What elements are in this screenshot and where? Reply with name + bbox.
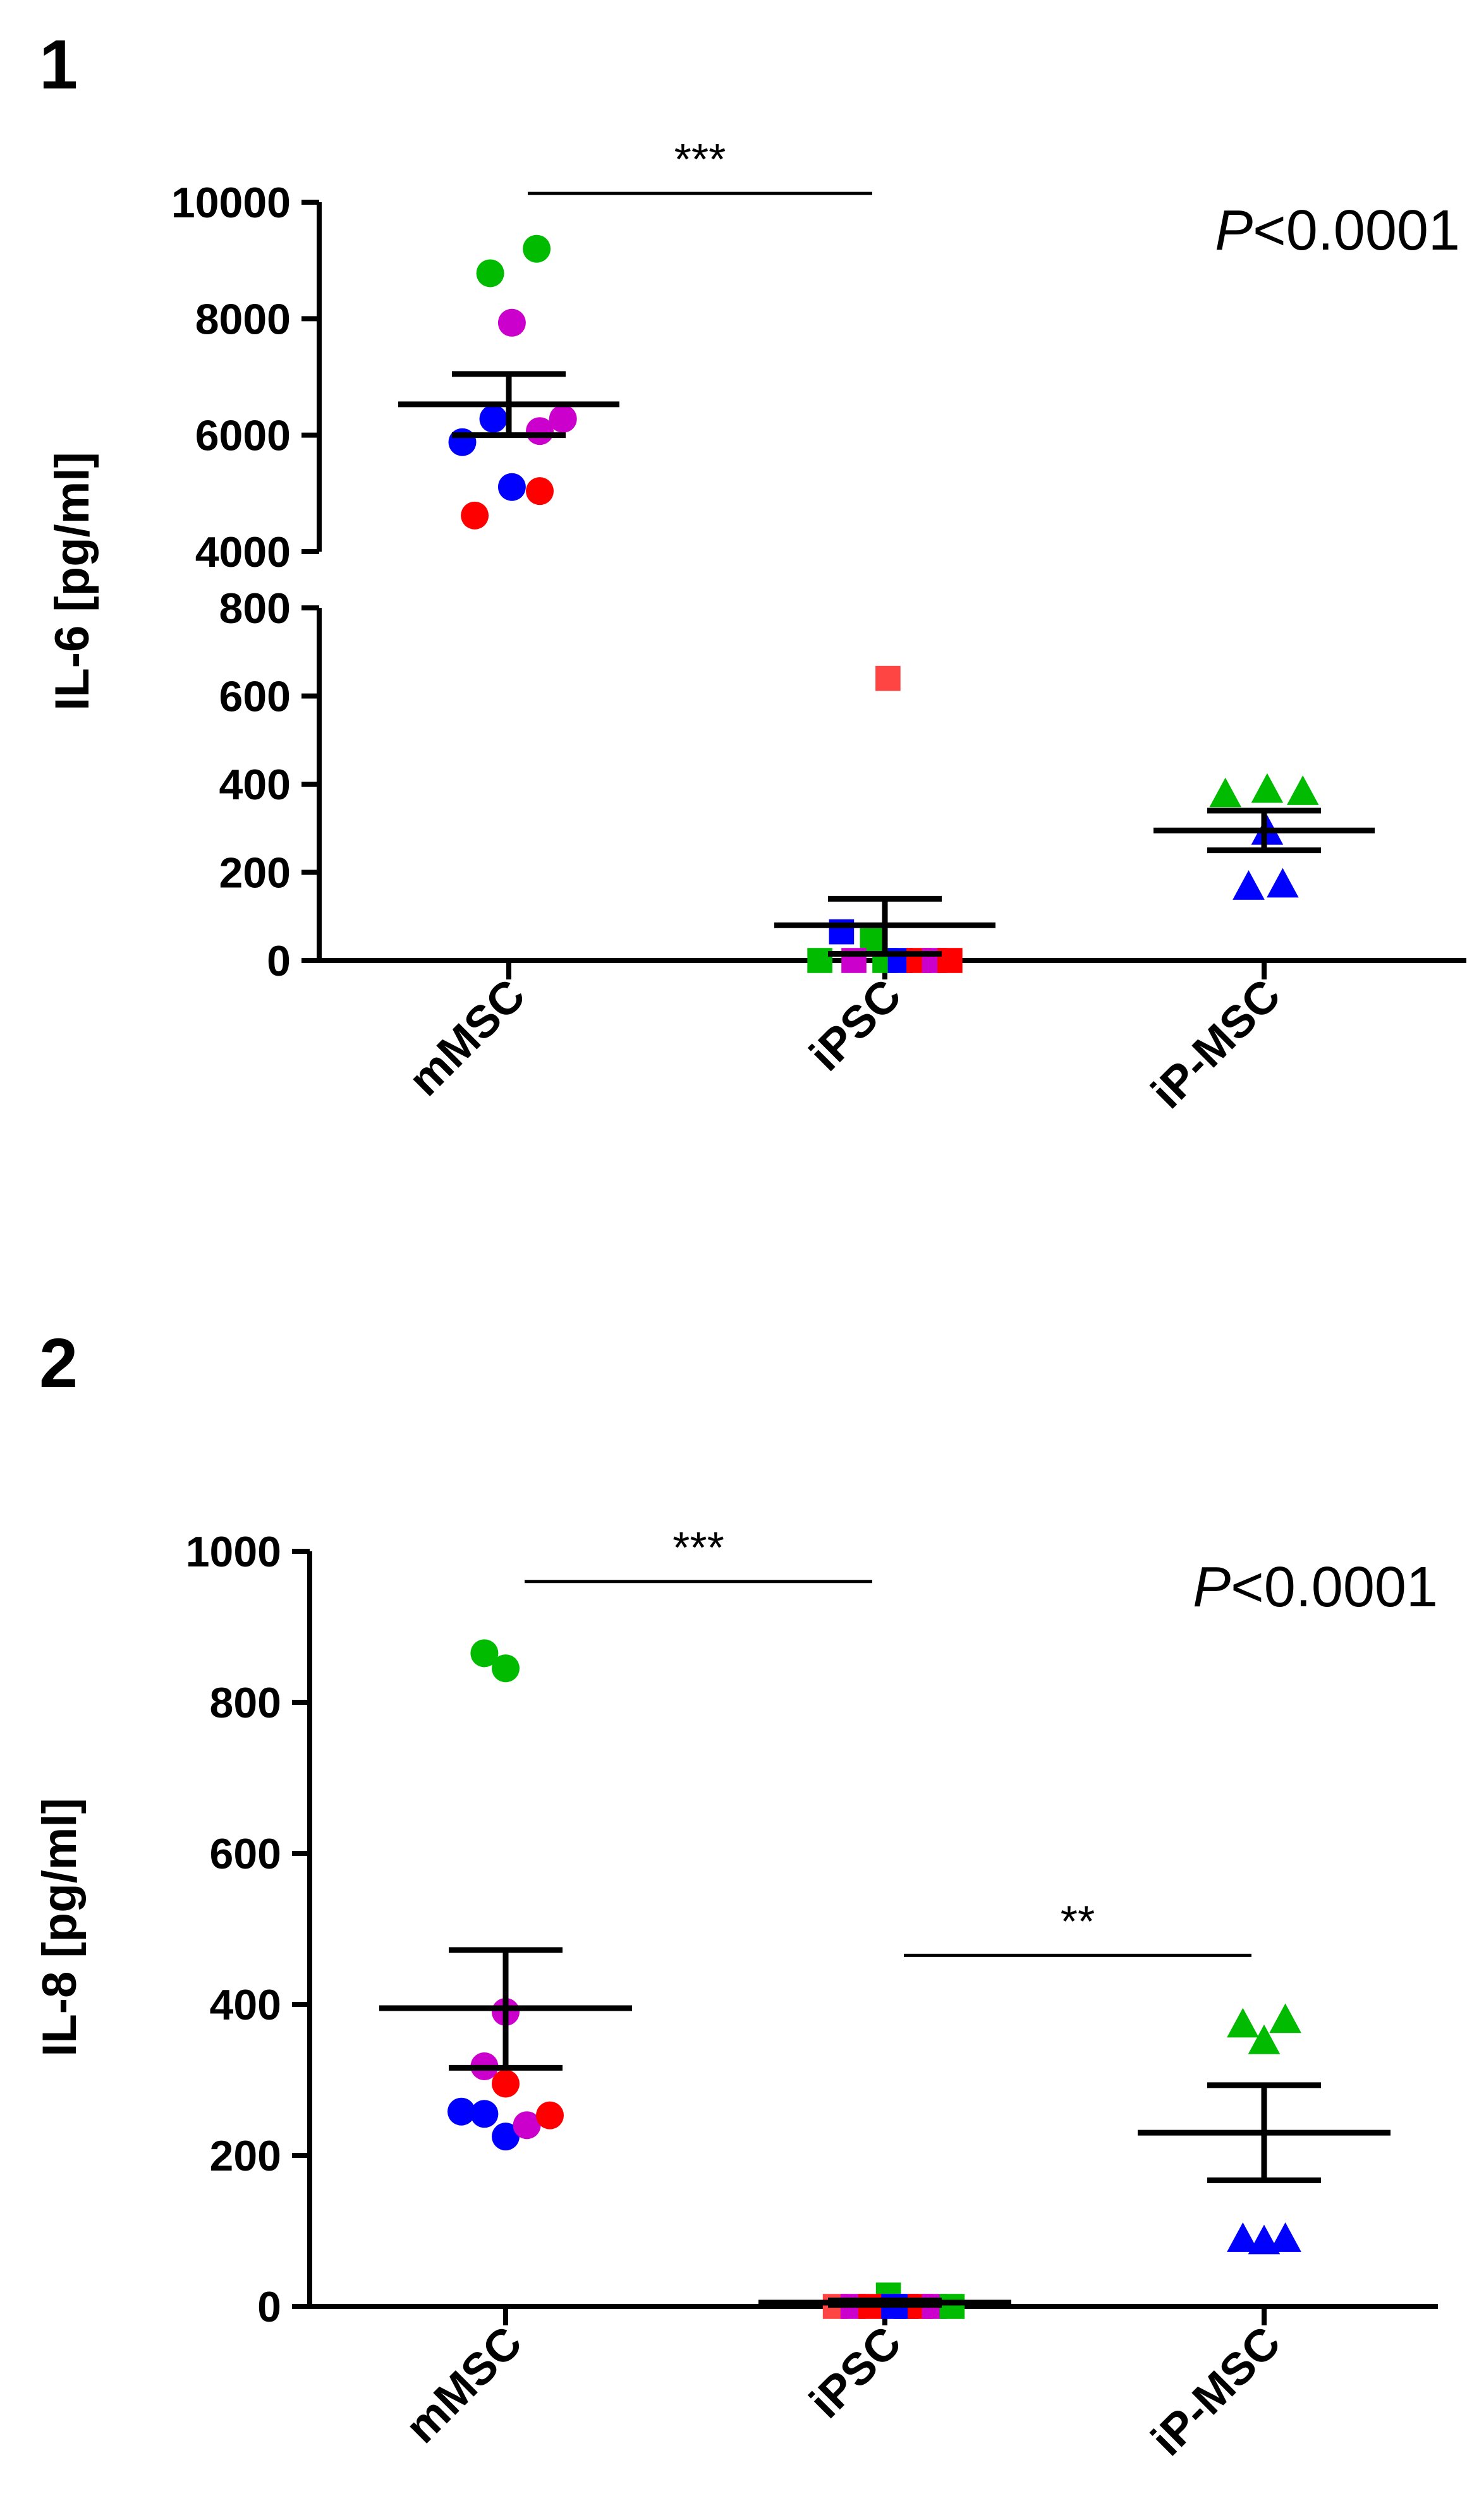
panel-1: 1 4000 6000 8000 10000 0 200 400 600 800 mMSC iPSC i… (39, 26, 1466, 1118)
x-tick-label: iP-MSC (1142, 2317, 1291, 2466)
data-point (479, 404, 508, 433)
data-point (1267, 868, 1299, 898)
p-value-italic: P (1193, 1556, 1231, 1619)
data-point (470, 1639, 499, 1668)
data-point (492, 2069, 520, 2098)
data-point (875, 665, 901, 691)
data-point (461, 501, 489, 530)
data-point (1227, 2008, 1259, 2038)
panel-label: 2 (39, 1324, 78, 1402)
y-tick-label: 0 (267, 937, 291, 985)
data-point (492, 2123, 520, 2151)
y-tick-label: 400 (219, 761, 291, 809)
y-tick-label: 200 (219, 849, 291, 897)
data-point (1248, 2024, 1281, 2054)
data-point (536, 2101, 564, 2129)
data-point (447, 2097, 475, 2126)
panel-2: 2 0 200 400 600 800 1000 mMSC iPSC iP-MSC IL-8 [pg… (33, 1324, 1438, 2466)
y-tick-label: 8000 (195, 295, 291, 343)
data-point (523, 234, 551, 263)
y-axis-title: IL-8 [pg/ml] (33, 1798, 87, 2057)
data-point (549, 404, 577, 433)
data-point (526, 477, 554, 506)
y-tick-label: 4000 (195, 528, 291, 576)
data-point (1269, 2003, 1301, 2033)
data-point (1248, 2224, 1281, 2255)
group-mMSC (379, 1639, 632, 2151)
significance-label: *** (673, 1523, 724, 1572)
panel-label: 1 (39, 26, 78, 104)
y-tick-label: 800 (219, 585, 291, 633)
y-tick-label: 0 (257, 2283, 281, 2331)
data-point (1209, 777, 1242, 808)
p-value-text: <0.0001 (1253, 199, 1460, 262)
data-point (1269, 2222, 1301, 2252)
data-point (476, 259, 504, 288)
significance-label: *** (674, 135, 726, 184)
y-tick-label: 6000 (195, 412, 291, 460)
y-tick-label: 800 (210, 1679, 281, 1727)
p-value-label: P<0.0001 (1193, 1556, 1438, 1619)
data-point (526, 417, 554, 445)
y-tick-label: 600 (210, 1830, 281, 1878)
group-iPSC (774, 665, 995, 973)
x-tick-label: mMSC (399, 970, 535, 1106)
significance-label: ** (1061, 1896, 1095, 1946)
y-tick-label: 10000 (171, 179, 291, 227)
data-point (470, 2100, 499, 2128)
group-iP-MSC (1153, 773, 1375, 900)
data-point (1232, 870, 1265, 900)
data-point (497, 473, 526, 501)
data-point (1286, 775, 1319, 805)
y-tick-label: 200 (210, 2132, 281, 2180)
group-iPSC (758, 2282, 1011, 2319)
x-tick-label: iP-MSC (1142, 970, 1291, 1118)
p-value-text: <0.0001 (1231, 1556, 1438, 1619)
data-point (492, 1654, 520, 1683)
x-tick-label: iPSC (800, 970, 911, 1081)
data-point (513, 2111, 541, 2140)
y-tick-label: 600 (219, 673, 291, 721)
data-point (1251, 773, 1284, 803)
group-mMSC (398, 234, 619, 530)
data-point (497, 308, 526, 337)
x-tick-label: iPSC (800, 2317, 911, 2428)
p-value-label: P<0.0001 (1215, 199, 1460, 262)
x-tick-label: mMSC (396, 2317, 532, 2453)
y-tick-label: 400 (210, 1981, 281, 2029)
p-value-italic: P (1215, 199, 1253, 262)
y-axis-title: IL-6 [pg/ml] (46, 452, 99, 711)
data-point (1227, 2222, 1259, 2252)
data-point (939, 2294, 965, 2319)
group-iP-MSC (1138, 2003, 1391, 2255)
y-tick-label: 1000 (186, 1528, 281, 1576)
